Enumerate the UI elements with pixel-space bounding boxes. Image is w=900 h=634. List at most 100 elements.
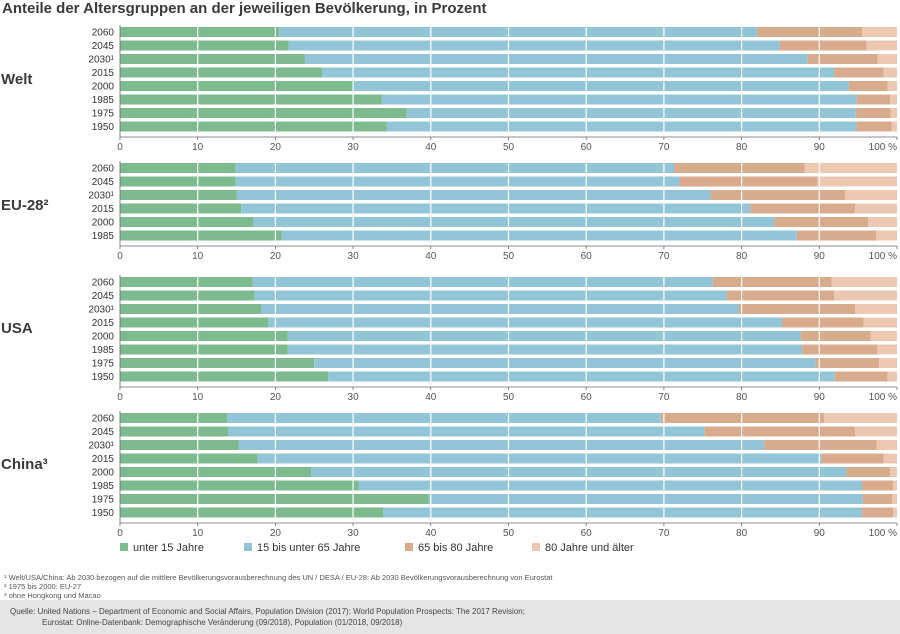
year-label: 1950: [92, 122, 115, 133]
bar-segment: [120, 190, 237, 200]
bar-segment: [120, 121, 387, 132]
bar-segment: [823, 413, 897, 423]
x-tick-label: 50: [503, 528, 515, 539]
bar-segment: [855, 304, 897, 314]
x-tick-label: 90: [814, 392, 826, 403]
x-tick-label: 90: [814, 528, 826, 539]
x-tick-label: 70: [658, 528, 670, 539]
bar-segment: [254, 290, 727, 301]
footnote-3: ³ ohne Hongkong und Macao: [4, 591, 101, 600]
legend-swatch: [405, 543, 413, 551]
year-label: 2060: [92, 164, 115, 175]
year-label: 1985: [92, 231, 115, 242]
year-label: 2015: [92, 68, 115, 79]
bar-segment: [704, 426, 856, 437]
bar-segment: [817, 176, 897, 187]
bar-segment: [241, 203, 751, 214]
region-label: China³: [1, 456, 48, 473]
x-tick-label: 10: [192, 528, 204, 539]
year-label: 2060: [92, 28, 115, 39]
bar-segment: [287, 344, 803, 355]
x-tick-label: 40: [425, 528, 437, 539]
source-line-1: Quelle: United Nations – Department of E…: [10, 607, 525, 616]
bar-segment: [891, 121, 897, 132]
x-tick-label: 60: [581, 528, 593, 539]
x-tick-label: 20: [270, 528, 282, 539]
bar-segment: [802, 344, 878, 355]
footnote-1: ¹ Welt/USA/China: Ab 2030 bezogen auf di…: [4, 573, 553, 582]
footnote-2: ² 1975 bis 2000: EU-27: [4, 582, 82, 591]
x-tick-label: 10: [192, 251, 204, 262]
x-tick-label: 0: [117, 528, 123, 539]
bar-segment: [235, 163, 674, 173]
bar-segment: [844, 190, 897, 200]
year-label: 2060: [92, 278, 115, 289]
bar-segment: [856, 94, 891, 105]
bar-segment: [279, 27, 758, 37]
bar-segment: [866, 40, 897, 51]
bar-segment: [322, 67, 835, 78]
legend-label: 65 bis 80 Jahre: [418, 542, 493, 554]
bar-segment: [311, 467, 847, 477]
bar-segment: [831, 277, 897, 287]
bar-segment: [863, 317, 897, 328]
x-tick-label: 60: [581, 392, 593, 403]
year-label: 1985: [92, 481, 115, 492]
bar-segment: [428, 494, 863, 504]
year-label: 2000: [92, 82, 115, 93]
bar-segment: [774, 217, 869, 227]
bar-segment: [120, 290, 255, 301]
year-label: 1985: [92, 95, 115, 106]
legend-swatch: [244, 543, 252, 551]
bar-segment: [386, 121, 857, 132]
bar-segment: [893, 507, 897, 518]
year-label: 2045: [92, 427, 115, 438]
x-tick-label: 20: [270, 142, 282, 153]
bar-segment: [862, 480, 894, 491]
bar-segment: [120, 467, 312, 477]
legend-item: 65 bis 80 Jahre: [405, 542, 493, 554]
bar-segment: [268, 317, 783, 328]
legend-item: 80 Jahre und älter: [532, 542, 634, 554]
x-tick-label: 50: [503, 392, 515, 403]
bar-segment: [227, 413, 661, 423]
year-label: 1975: [92, 495, 115, 506]
bar-segment: [738, 304, 856, 314]
x-tick-label: 10: [192, 392, 204, 403]
bar-segment: [757, 27, 863, 37]
source-line-2: Eurostat: Online-Datenbank: Demographisc…: [42, 618, 403, 627]
chart: Anteile der Altersgruppen an der jeweili…: [1, 0, 898, 554]
x-tick-label: 80: [736, 528, 748, 539]
x-tick-label: 100 %: [869, 392, 897, 403]
bar-segment: [120, 494, 429, 504]
x-tick-label: 50: [503, 142, 515, 153]
x-tick-label: 0: [117, 392, 123, 403]
bar-segment: [253, 217, 775, 227]
bar-segment: [120, 344, 288, 355]
bar-segment: [328, 371, 835, 382]
x-tick-label: 70: [658, 251, 670, 262]
bar-segment: [782, 317, 864, 328]
bar-segment: [862, 27, 897, 37]
bar-segment: [883, 67, 897, 78]
bar-segment: [353, 81, 849, 91]
region-label: Welt: [1, 71, 32, 88]
year-label: 2015: [92, 318, 115, 329]
bar-segment: [120, 331, 288, 341]
bar-segment: [257, 453, 822, 464]
year-label: 1950: [92, 372, 115, 383]
chart-title: Anteile der Altersgruppen an der jeweili…: [2, 0, 487, 17]
year-label: 2030¹: [88, 441, 114, 452]
bar-segment: [862, 507, 894, 518]
bar-segment: [807, 54, 878, 64]
bar-segment: [120, 230, 282, 241]
year-label: 2030¹: [88, 305, 114, 316]
x-tick-label: 30: [348, 528, 360, 539]
bar-segment: [679, 176, 818, 187]
year-label: 2015: [92, 204, 115, 215]
bar-segment: [287, 331, 801, 341]
bar-segment: [856, 121, 892, 132]
year-label: 1975: [92, 109, 115, 120]
